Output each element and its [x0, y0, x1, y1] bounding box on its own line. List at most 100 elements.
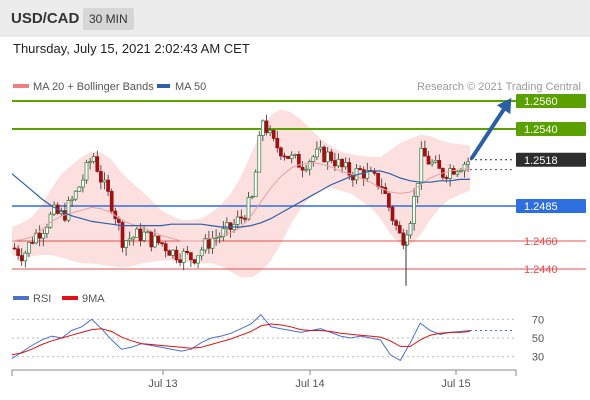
legend-swatch-ma50 [157, 84, 170, 88]
candle-body [185, 250, 190, 253]
x-tick-label: Jul 14 [295, 378, 324, 390]
candle-body [253, 171, 258, 197]
candle-body [124, 240, 128, 248]
pair-title: USD/CAD [11, 10, 80, 27]
candle-body [250, 196, 254, 198]
candle-body [343, 162, 348, 168]
candle-body [77, 186, 82, 192]
candle-body [41, 233, 46, 239]
candle-body [347, 162, 352, 176]
candle-body [30, 242, 35, 244]
level-label-1-2560: 1.2560 [524, 96, 558, 108]
copyright-label: Research © 2021 Trading Central [417, 81, 581, 93]
candle-body [37, 232, 42, 239]
candle-body [325, 151, 330, 163]
rsi-panel: 70 50 30 [11, 313, 544, 364]
candle-body [217, 236, 222, 238]
candle-body [81, 179, 85, 188]
candle-body [88, 161, 92, 163]
candle-body [138, 228, 143, 241]
candle-body [415, 183, 420, 197]
candle-body [73, 190, 78, 200]
candle-body [397, 225, 402, 234]
rsi-tick-70: 70 [532, 314, 544, 326]
rsi-line [11, 313, 471, 362]
level-label-1-2540: 1.2540 [524, 124, 558, 136]
candle-body [45, 226, 49, 234]
candle-body [235, 216, 240, 225]
candle-body [300, 166, 305, 171]
timeframe-badge[interactable]: 30 MIN [83, 8, 134, 30]
candle-body [102, 179, 107, 183]
candle-body [261, 120, 265, 136]
candle-body [196, 255, 200, 264]
datetime-label: Thursday, July 15, 2021 2:02:43 AM CET [13, 41, 250, 56]
legend-swatch-bollinger [13, 84, 29, 88]
candle-body [412, 195, 416, 224]
candle-body [12, 247, 17, 250]
candle-body [16, 248, 20, 256]
candle-body [419, 148, 424, 184]
candle-body [189, 252, 193, 261]
candle-body [23, 252, 28, 262]
candle-body [455, 171, 460, 175]
candle-body [401, 232, 406, 246]
level-label-1-2440: 1.2440 [524, 264, 558, 276]
level-badge-1-2518 [516, 152, 586, 167]
candle-body [207, 238, 211, 249]
candle-body [192, 259, 197, 264]
candle-body [246, 197, 251, 220]
candle-body [448, 168, 452, 179]
candle-body [199, 249, 204, 257]
candle-body [239, 216, 244, 219]
candle-body [307, 161, 312, 170]
candle-body [390, 206, 395, 222]
arrow-shaft [470, 101, 510, 160]
candle-body [203, 238, 208, 251]
x-tick-label: Jul 15 [441, 378, 470, 390]
candle-body [174, 249, 179, 261]
candle-body [394, 220, 398, 226]
candle-body [322, 146, 326, 163]
candle-body [214, 237, 218, 239]
candle-body [408, 223, 413, 236]
candle-body [315, 148, 319, 158]
legend-ma50-label: MA 50 [175, 81, 206, 93]
candle-body [163, 243, 168, 252]
candle-body [387, 193, 391, 208]
candle-body [109, 191, 114, 212]
level-badge-1-2485 [516, 199, 586, 213]
candle-body [405, 234, 409, 246]
candle-body [333, 160, 337, 167]
legend-swatch-rsi [13, 296, 29, 300]
candle-body [376, 172, 380, 187]
candle-body [336, 158, 341, 167]
candle-body [243, 217, 247, 220]
candle-body [279, 147, 283, 157]
header-bar: USD/CAD 30 MIN [0, 0, 590, 36]
candle-body [268, 130, 272, 133]
candle-body [120, 222, 125, 248]
candle-body [423, 148, 427, 157]
candle-body [451, 168, 456, 175]
candle-body [297, 153, 301, 168]
candle-body [70, 198, 74, 201]
candle-body [156, 235, 161, 244]
candle-body [95, 156, 100, 172]
candle-body [271, 130, 276, 139]
legend-rsi-label: RSI [33, 293, 51, 305]
rsi-tick-50: 50 [532, 333, 544, 345]
candle-body [304, 168, 308, 171]
candle-body [52, 204, 56, 215]
candle-body [459, 170, 463, 173]
candle-body [264, 120, 269, 133]
arrow-head [496, 97, 512, 115]
bollinger-band-fill [12, 109, 470, 278]
candle-body [228, 222, 233, 230]
candle-body [293, 153, 298, 156]
candle-body [127, 238, 132, 242]
candle-body [462, 163, 467, 172]
candle-body [365, 170, 370, 179]
legend-swatch-9ma [62, 296, 78, 300]
